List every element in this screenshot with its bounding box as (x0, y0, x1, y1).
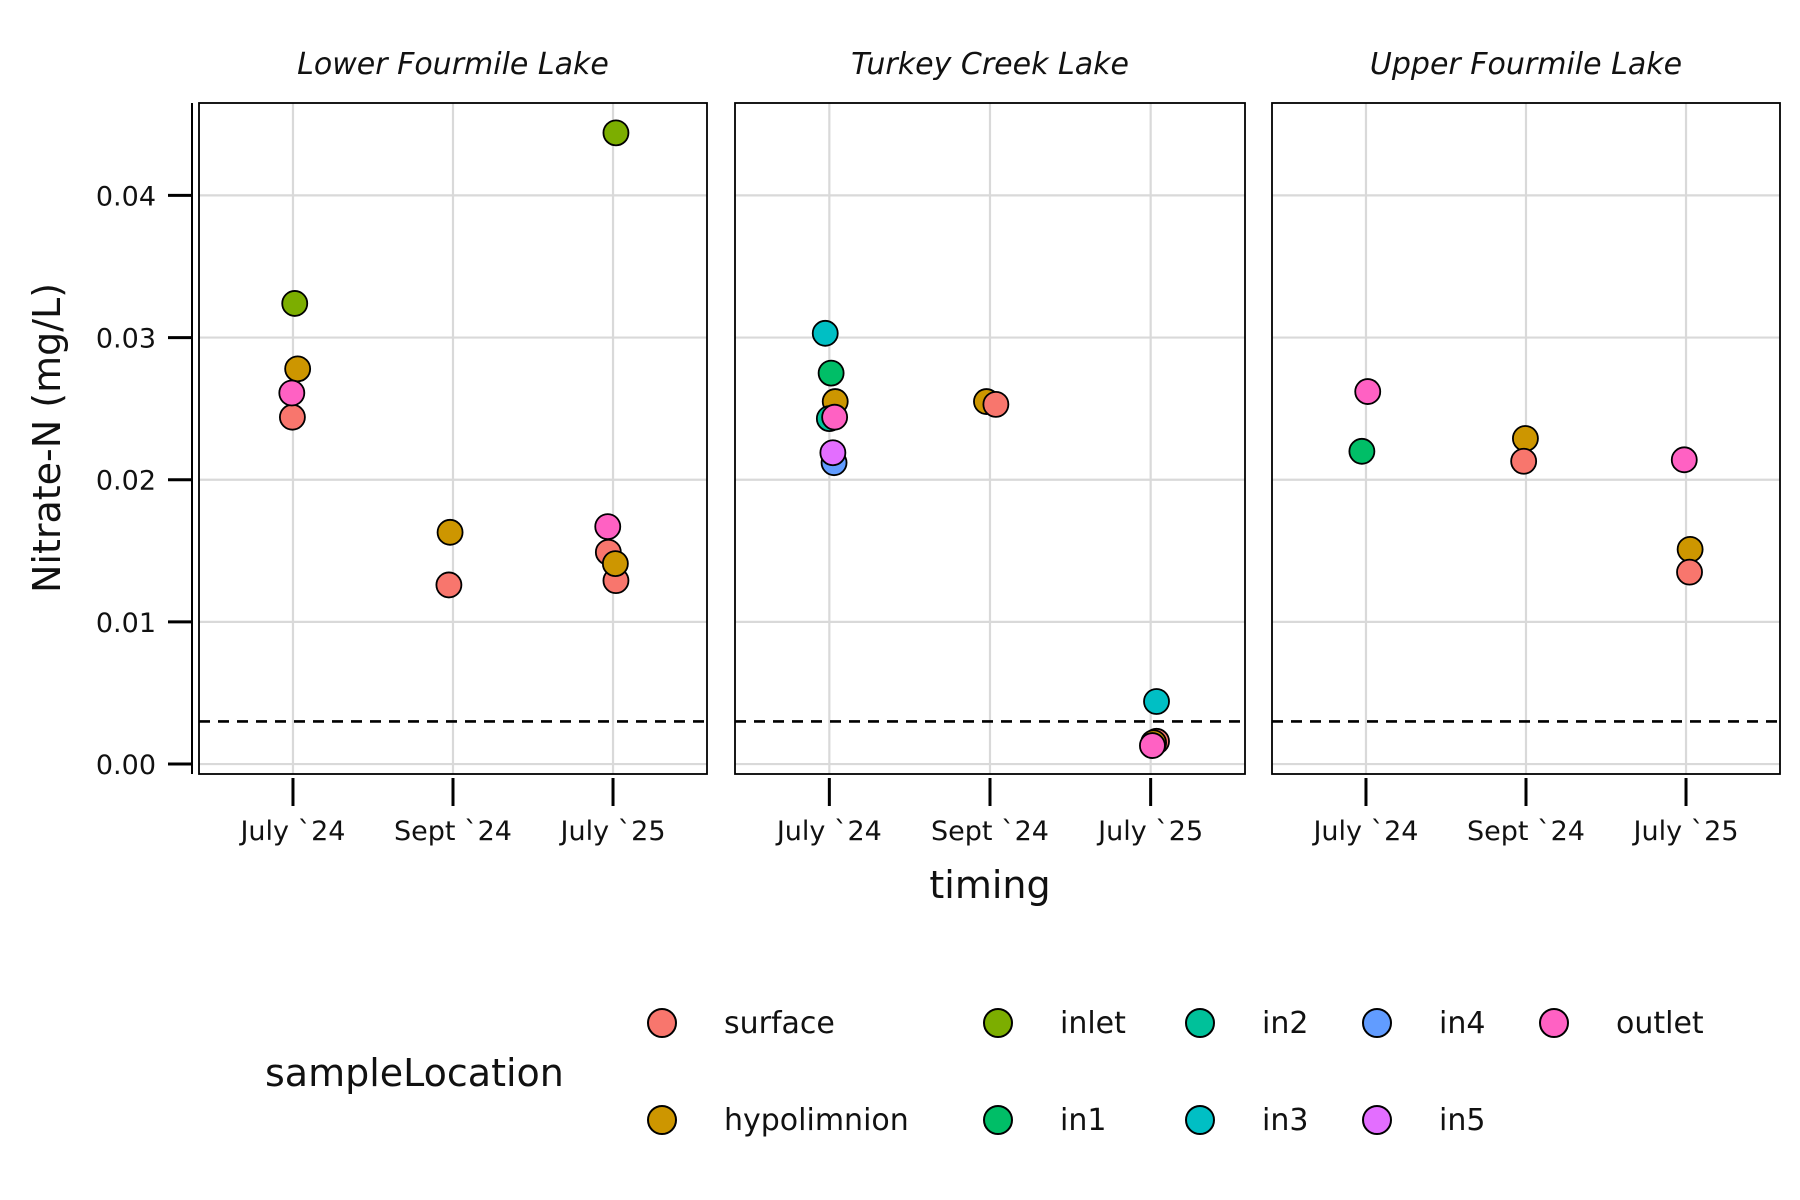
legend-key-in5 (1362, 1105, 1392, 1135)
legend-label: in4 (1439, 1006, 1485, 1041)
data-point-outlet (1670, 446, 1698, 474)
legend-label: in3 (1262, 1103, 1308, 1138)
data-point-in3 (1143, 688, 1170, 715)
legend-item-in2: in2 (1185, 1006, 1308, 1041)
legend-item-in5: in5 (1362, 1103, 1485, 1138)
data-point-inlet (602, 119, 630, 147)
data-point-in1 (817, 359, 845, 387)
legend-label: surface (724, 1006, 835, 1041)
data-point-surface (1510, 447, 1538, 475)
legend-key-in2 (1185, 1008, 1215, 1038)
data-point-hypolimnion (1676, 535, 1704, 563)
facet-title: Upper Fourmile Lake (1370, 47, 1682, 82)
y-axis-title: Nitrate-N (mg/L) (25, 283, 69, 593)
y-tick-label: 0.03 (96, 324, 156, 355)
legend-key-outlet (1539, 1008, 1569, 1038)
legend-item-outlet: outlet (1539, 1006, 1704, 1041)
legend-label: hypolimnion (724, 1103, 909, 1138)
facet-title: Lower Fourmile Lake (297, 47, 609, 82)
data-point-outlet (1139, 732, 1166, 759)
data-point-in1 (1348, 437, 1376, 465)
panel-border (1271, 102, 1781, 775)
legend-item-surface: surface (647, 1006, 835, 1041)
legend-label: outlet (1616, 1006, 1704, 1041)
legend-item-in4: in4 (1362, 1006, 1485, 1041)
y-tick-label: 0.01 (96, 608, 156, 639)
data-point-hypolimnion (284, 355, 312, 383)
x-tick-label: Sept `24 (931, 816, 1049, 847)
data-point-outlet (1354, 378, 1382, 405)
legend-key-inlet (983, 1008, 1013, 1038)
data-point-inlet (281, 290, 309, 317)
legend-key-surface (647, 1008, 677, 1038)
data-point-hypolimnion (436, 518, 464, 546)
x-tick-label: Sept `24 (394, 816, 512, 847)
facet-title: Turkey Creek Lake (851, 47, 1129, 82)
legend-key-hypolimnion (647, 1105, 677, 1135)
x-tick-label: July `25 (559, 816, 666, 847)
legend-item-inlet: inlet (983, 1006, 1126, 1041)
legend-item-in1: in1 (983, 1103, 1106, 1138)
y-tick-label: 0.04 (96, 181, 156, 212)
x-tick-label: July `25 (1632, 816, 1739, 847)
data-point-surface (982, 390, 1010, 418)
data-point-surface (435, 571, 463, 599)
facet-panel-upper-fourmile-lake: Upper Fourmile Lake July `24 Sept `24 July … (1271, 47, 1781, 847)
panel-border (734, 102, 1246, 775)
legend-title: sampleLocation (265, 1051, 564, 1095)
data-point-in3 (811, 319, 839, 347)
legend-item-in3: in3 (1185, 1103, 1308, 1138)
x-tick-label: July `25 (1096, 816, 1203, 847)
data-point-in5 (819, 439, 847, 467)
legend-key-in4 (1362, 1008, 1392, 1038)
x-tick-label: July `24 (1311, 816, 1418, 847)
x-tick-label: July `24 (775, 816, 882, 847)
legend-label: in1 (1060, 1103, 1106, 1138)
data-point-outlet (594, 513, 622, 541)
data-point-outlet (821, 403, 849, 431)
legend-label: in5 (1439, 1103, 1485, 1138)
y-tick-label: 0.00 (96, 750, 156, 781)
legend-item-hypolimnion: hypolimnion (647, 1103, 909, 1138)
legend-key-in1 (983, 1105, 1013, 1135)
legend-label: inlet (1060, 1006, 1126, 1041)
facet-panel-turkey-creek-lake: Turkey Creek Lake July `24 Sept `24 July `2… (734, 47, 1246, 847)
data-point-surface (1676, 558, 1703, 586)
x-tick-label: July `24 (238, 816, 345, 847)
legend-label: in2 (1262, 1006, 1308, 1041)
facet-panel-lower-fourmile-lake: Lower Fourmile Lake July `24 Sept `24 July … (198, 47, 708, 847)
y-tick-label: 0.02 (96, 466, 156, 497)
x-tick-label: Sept `24 (1467, 816, 1585, 847)
data-point-hypolimnion (1512, 425, 1539, 452)
panel-border (198, 102, 708, 775)
data-point-outlet (278, 379, 306, 407)
legend-key-in3 (1185, 1105, 1215, 1135)
x-axis-title: timing (929, 863, 1050, 907)
legend: sampleLocation surface hypolimnion inlet in1… (265, 1006, 1704, 1138)
data-point-surface (278, 403, 306, 431)
data-point-hypolimnion (601, 550, 629, 578)
